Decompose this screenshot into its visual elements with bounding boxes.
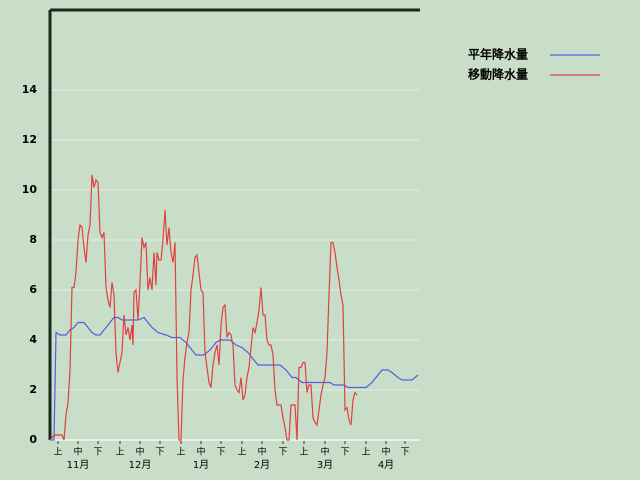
x-tick-label: 上 (299, 447, 308, 458)
month-label: 12月 (129, 459, 152, 471)
y-tick-label: 14 (22, 83, 38, 96)
y-tick-label: 0 (29, 433, 37, 446)
month-label: 4月 (378, 459, 394, 471)
x-tick-label: 下 (400, 448, 409, 458)
series-line (50, 316, 419, 441)
y-tick-label: 6 (29, 283, 37, 296)
x-tick-label: 上 (237, 447, 246, 458)
x-tick-label: 上 (361, 447, 370, 458)
series-line (49, 174, 358, 441)
month-label: 1月 (193, 459, 209, 471)
x-tick-label: 中 (320, 446, 329, 458)
month-label: 2月 (254, 459, 270, 471)
x-tick-label: 上 (53, 447, 62, 458)
x-tick-label: 中 (135, 446, 144, 458)
x-tick-label: 下 (93, 448, 102, 458)
x-tick-label: 上 (115, 447, 124, 458)
x-tick-label: 下 (278, 448, 287, 458)
x-tick-label: 中 (196, 446, 205, 458)
x-tick-label: 下 (340, 448, 349, 458)
y-tick-label: 12 (22, 133, 37, 146)
y-tick-label: 2 (29, 383, 37, 396)
x-tick-label: 中 (381, 446, 390, 458)
x-tick-label: 中 (257, 446, 266, 458)
x-tick-label: 上 (176, 447, 185, 458)
y-tick-label: 10 (22, 183, 38, 196)
month-label: 11月 (67, 459, 90, 471)
y-tick-label: 4 (29, 333, 37, 346)
legend-label: 平年降水量 (468, 47, 528, 62)
x-tick-label: 中 (73, 446, 82, 458)
legend-label: 移動降水量 (468, 67, 528, 82)
y-tick-label: 8 (29, 233, 37, 246)
x-tick-label: 下 (155, 448, 164, 458)
month-label: 3月 (317, 459, 333, 471)
x-tick-label: 下 (216, 448, 225, 458)
